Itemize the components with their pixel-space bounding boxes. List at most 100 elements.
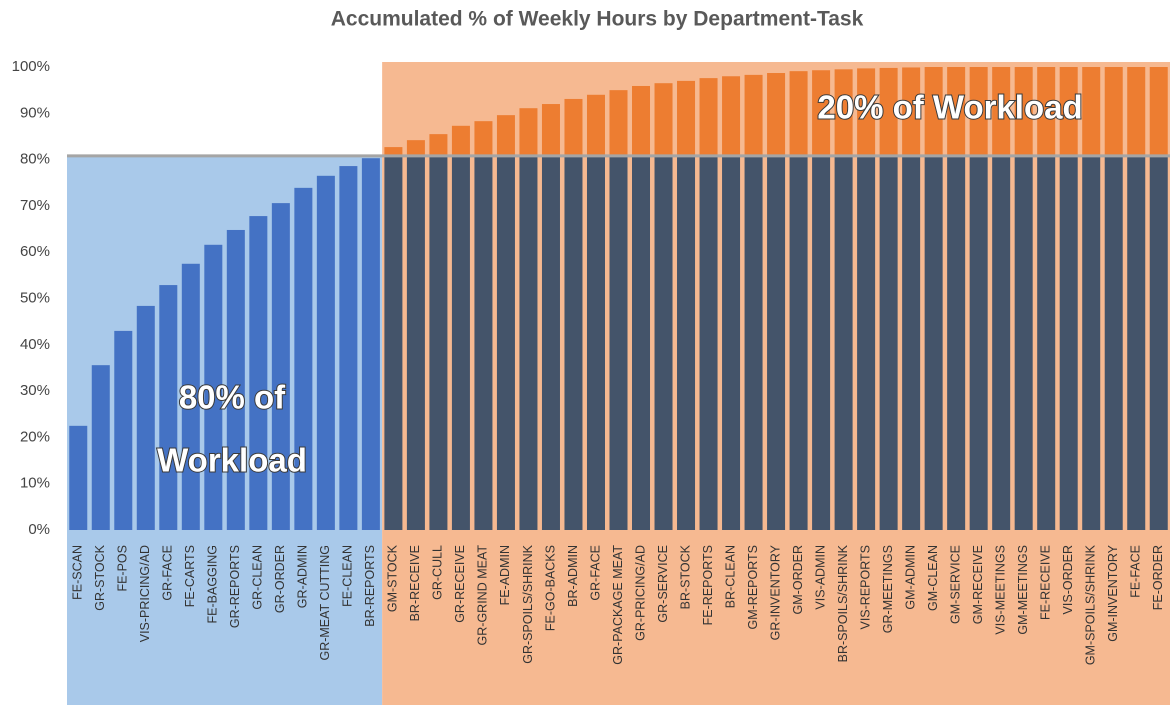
bar-base [1104,155,1123,530]
x-tick-label: GM-SPOILS/SHRINK [1084,544,1098,665]
x-tick-label: VIS-REPORTS [858,545,872,630]
y-tick-label: 10% [20,475,50,492]
bar-base [767,155,786,530]
bar-top [857,68,876,156]
bar [1149,67,1168,530]
y-tick-label: 40% [20,336,50,353]
x-tick-label: GR-MEAT CUTTING [318,545,332,661]
x-tick-label: GM-RECEIVE [971,545,985,624]
bar [159,285,178,530]
bar [902,67,921,530]
x-tick-label: VIS-PRICING/AD [138,545,152,642]
bar-top [654,83,673,156]
x-tick-label: GR-ORDER [273,545,287,613]
bar [69,425,88,530]
bar-base [1059,155,1078,530]
y-tick-label: 70% [20,197,50,214]
x-tick-label: FE-BAGGING [206,545,220,623]
bar-base [1149,155,1168,530]
bar-top [541,104,560,156]
bar-top [429,134,448,156]
bar-top [744,74,763,156]
x-tick-label: BR-STOCK [678,544,692,609]
bar-top [406,140,425,156]
x-tick-label: GR-PACKAGE MEAT [611,545,625,665]
bar [91,365,110,530]
bar [136,305,155,530]
bar-base [812,155,831,530]
x-tick-label: FE-SCAN [71,545,85,600]
bar-base [1014,155,1033,530]
annotation: 80% of [179,379,286,416]
y-tick-label: 100% [12,58,50,75]
x-tick-label: GR-ADMIN [296,545,310,608]
bar-base [789,155,808,530]
bar-top [609,90,628,156]
x-tick-label: GM-ADMIN [903,545,917,610]
bar-base [1037,155,1056,530]
y-tick-label: 80% [20,151,50,168]
bar-top [1104,67,1123,156]
bar-top [812,70,831,156]
bar [339,166,358,530]
bar-top [767,73,786,156]
bar-base [609,155,628,530]
x-tick-label: GR-PRICING/AD [633,545,647,641]
bar [226,229,245,530]
bar [294,187,313,530]
bar [451,125,470,530]
bar [722,76,741,530]
bar-base [677,155,696,530]
bar-base [632,155,651,530]
bar-top [451,125,470,156]
bar-base [429,155,448,530]
x-tick-label: BR-RECEIVE [408,545,422,621]
bar-top [722,76,741,156]
bar-top [992,67,1011,156]
bar-base [834,155,853,530]
bar-base [474,155,493,530]
bar [406,140,425,530]
bar-top [902,67,921,156]
bar [1059,67,1078,530]
bar [181,263,200,530]
y-tick-label: 50% [20,289,50,306]
bar-base [969,155,988,530]
bar [632,85,651,530]
x-tick-label: FE-RECEIVE [1038,545,1052,620]
bar-base [451,155,470,530]
bar-base [992,155,1011,530]
x-tick-label: GR-STOCK [93,544,107,610]
bar [992,67,1011,530]
x-tick-label: GM-ORDER [791,545,805,614]
bar-base [541,155,560,530]
bar [204,244,223,531]
bar [496,115,515,530]
x-tick-label: GR-RECEIVE [453,545,467,623]
x-tick-label: GR-FACE [588,545,602,601]
x-tick-label: FE-ORDER [1151,545,1165,610]
bar-top [474,121,493,156]
bar-base [1127,155,1146,530]
x-tick-label: GR-MEETINGS [881,545,895,633]
x-tick-label: FE-REPORTS [701,545,715,625]
x-tick-label: GM-INVENTORY [1106,544,1120,641]
x-tick-label: FE-CLEAN [341,545,355,607]
x-tick-label: VIS-ORDER [1061,545,1075,614]
bar [654,83,673,530]
bar-top [384,147,403,156]
bar-base [699,155,718,530]
bar-top [677,80,696,156]
bar [1127,67,1146,530]
bar [1082,67,1101,530]
bar [857,68,876,530]
x-tick-label: FE-POS [116,545,130,592]
bar [699,78,718,530]
bar-base [564,155,583,530]
bar-base [744,155,763,530]
x-tick-label: VIS-ADMIN [813,545,827,610]
chart-title: Accumulated % of Weekly Hours by Departm… [331,8,864,31]
annotation: Workload [157,442,307,479]
y-tick-label: 0% [28,521,50,538]
y-tick-label: 90% [20,104,50,121]
